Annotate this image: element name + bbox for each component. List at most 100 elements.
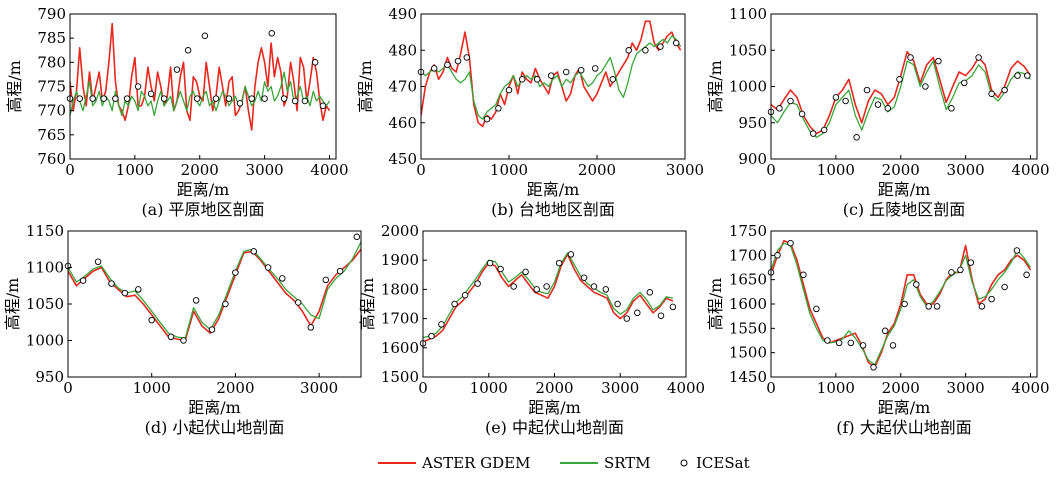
icesat-point <box>454 57 462 65</box>
x-tick-label: 0 <box>766 161 776 179</box>
icesat-point <box>948 269 955 276</box>
icesat-point <box>935 57 942 65</box>
icesat-point <box>567 251 575 258</box>
y-axis-label: 高程/m <box>3 278 22 331</box>
y-tick-label: 1050 <box>729 41 767 59</box>
y-tick-label: 770 <box>37 102 66 120</box>
icesat-point <box>824 337 831 344</box>
icesat-point <box>208 326 216 333</box>
x-axis-label: 距离/m <box>188 398 241 417</box>
icesat-point <box>577 66 585 74</box>
legend-label: ASTER GDEM <box>421 454 530 472</box>
y-tick-label: 900 <box>738 150 767 168</box>
icesat-point <box>776 105 783 112</box>
icesat-point <box>147 90 155 98</box>
series-line-srtm <box>68 241 361 339</box>
icesat-point <box>901 300 908 308</box>
icesat-point <box>79 277 87 284</box>
icesat-point <box>222 300 229 308</box>
x-tick-label: 3000 <box>666 161 704 179</box>
icesat-point <box>353 233 361 241</box>
icesat-point <box>495 105 502 112</box>
icesat-point <box>961 79 968 87</box>
icesat-point <box>813 305 820 313</box>
icesat-point <box>590 283 598 290</box>
icesat-point <box>463 54 471 61</box>
icesat-point <box>859 342 867 349</box>
y-tick-label: 480 <box>388 41 417 59</box>
series-line-srtm <box>421 35 682 120</box>
icesat-point <box>800 271 807 279</box>
icesat-point <box>533 76 541 83</box>
icesat-point <box>301 97 309 105</box>
plot-frame <box>420 13 686 160</box>
icesat-point <box>863 86 871 94</box>
icesat-point <box>94 258 102 265</box>
icesat-point <box>486 259 494 267</box>
icesat-point <box>280 95 288 102</box>
panel-caption: (c) 丘陵地区剖面 <box>843 200 966 219</box>
icesat-point <box>121 289 129 297</box>
icesat-point <box>809 130 817 137</box>
icesat-point <box>134 83 142 90</box>
icesat-point <box>842 97 849 105</box>
panel-caption: (f) 大起伏山地剖面 <box>836 418 972 437</box>
series-line-aster-gdem <box>68 248 361 342</box>
x-tick-label: 2000 <box>578 161 616 179</box>
icesat-point <box>975 54 982 61</box>
icesat-point <box>248 95 255 102</box>
icesat-point <box>967 259 975 266</box>
y-tick-label: 1000 <box>26 332 64 350</box>
panel-caption: (d) 小起伏山地剖面 <box>145 418 285 437</box>
legend-item: ICESat <box>680 454 750 472</box>
x-tick-label: 3000 <box>300 379 338 397</box>
panel-caption: (e) 中起伏山地剖面 <box>485 418 624 437</box>
icesat-point <box>307 324 315 331</box>
icesat-point <box>135 286 142 293</box>
legend-item: ASTER GDEM <box>378 454 530 472</box>
icesat-point <box>232 269 239 276</box>
icesat-point <box>913 281 920 288</box>
figure-canvas: 0 1000 2000 3000 4000 760 765 770 775 780 785 790 距离… <box>3 5 1050 437</box>
icesat-point <box>988 90 995 98</box>
y-tick-label: 1450 <box>729 368 767 386</box>
icesat-point <box>835 339 843 347</box>
legend-label: ICESat <box>696 454 750 472</box>
y-axis-label: 高程/m <box>706 60 725 113</box>
icesat-point <box>896 76 903 83</box>
icesat-point <box>76 95 83 102</box>
y-tick-label: 785 <box>37 29 66 47</box>
plot-frame <box>770 13 1038 160</box>
x-tick-label: 2000 <box>181 161 219 179</box>
icesat-point <box>483 115 491 123</box>
icesat-point <box>522 268 529 276</box>
series-line-aster-gdem <box>771 239 1032 369</box>
y-tick-label: 1600 <box>729 295 767 313</box>
y-tick-label: 1500 <box>381 368 419 386</box>
icesat-point <box>614 300 621 308</box>
x-tick-label: 0 <box>766 379 776 397</box>
icesat-point <box>461 291 469 299</box>
x-axis-label: 距离/m <box>878 398 931 417</box>
y-tick-label: 1600 <box>381 339 419 357</box>
chart-panel-5: 0 1000 2000 3000 4000 1450 1500 1550 1600 1650 170… <box>706 222 1050 437</box>
icesat-point <box>444 61 451 69</box>
icesat-point <box>451 300 458 308</box>
y-tick-label: 470 <box>388 78 417 96</box>
x-tick-label: 3000 <box>601 379 639 397</box>
icesat-point <box>1014 72 1021 79</box>
icesat-point <box>192 297 200 304</box>
icesat-point <box>518 76 526 83</box>
y-tick-label: 490 <box>388 5 417 23</box>
x-tick-label: 0 <box>63 379 73 397</box>
y-tick-label: 780 <box>37 53 66 71</box>
icesat-point <box>853 134 860 141</box>
icesat-point <box>543 283 550 290</box>
x-tick-label: 1000 <box>133 379 171 397</box>
chart-panel-3: 0 1000 2000 3000 950 1000 1050 1100 1150 距离/m 高程/m… <box>3 222 362 437</box>
icesat-point <box>948 105 955 112</box>
icesat-point <box>1001 283 1008 291</box>
icesat-point <box>430 65 438 72</box>
icesat-point <box>1024 72 1031 79</box>
y-tick-label: 1700 <box>729 246 767 264</box>
